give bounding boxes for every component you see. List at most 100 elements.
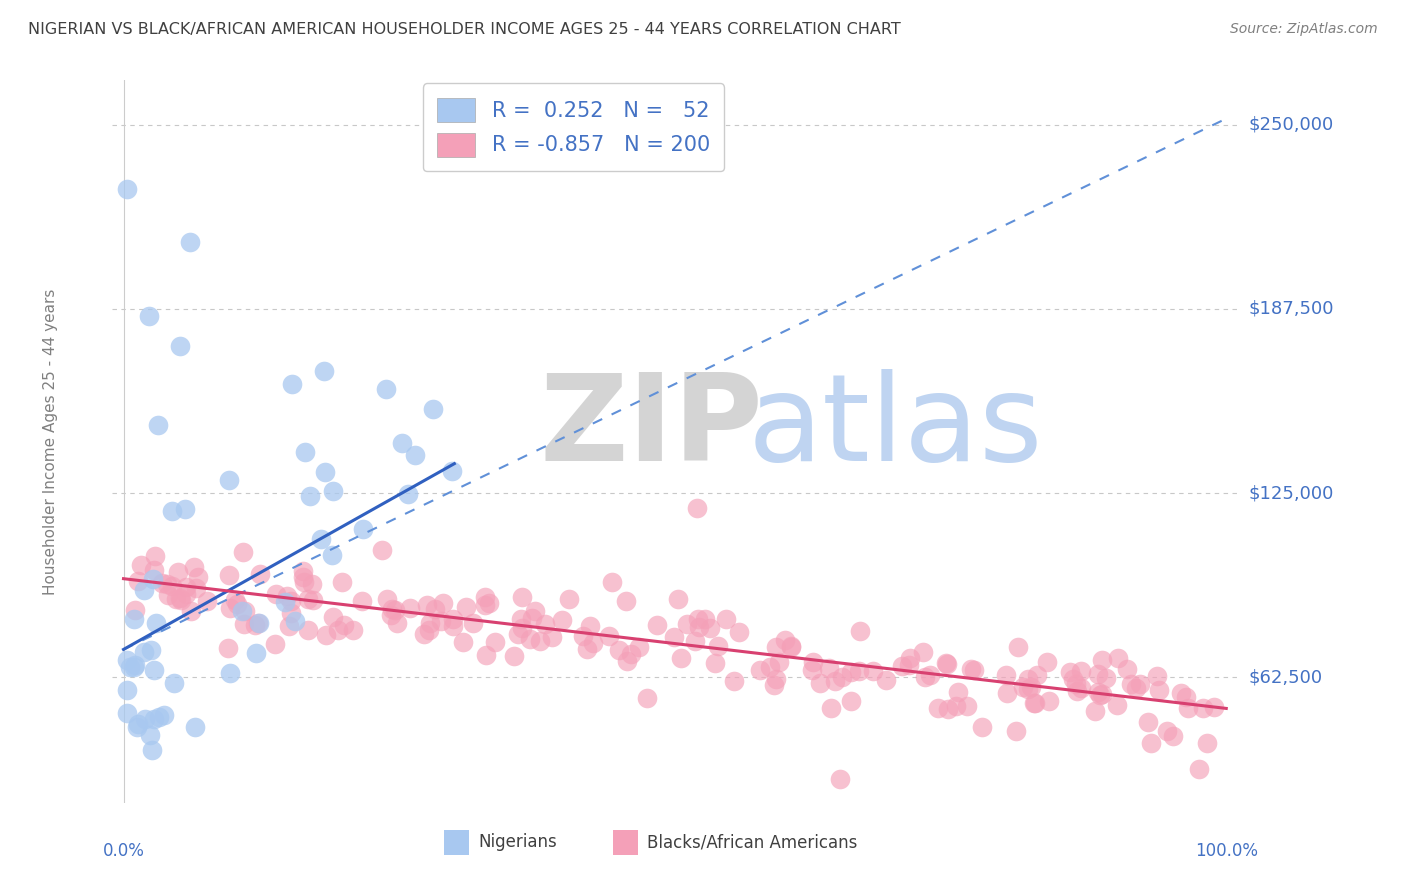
Point [143,549,166,563]
Point [384,603,406,617]
Bar [613,830,638,855]
Point [292,575,315,590]
Point [1188,762,1211,776]
Point [1012,680,1035,694]
Point [1090,687,1112,701]
Point [187,570,209,584]
Point [162,504,184,518]
Point [1066,684,1088,698]
Point [165,592,187,607]
Point [762,678,785,692]
Point [153,707,176,722]
Point [422,402,444,417]
Point [503,648,526,663]
Point [759,660,782,674]
Point [662,630,685,644]
Point [1036,655,1059,669]
Text: 0.0%: 0.0% [103,842,145,860]
Point [183,559,205,574]
Point [170,592,193,607]
Point [1175,690,1198,704]
Point [839,665,862,679]
Point [1095,671,1118,685]
Point [765,673,787,687]
Point [156,587,179,601]
Point [138,309,160,323]
Point [748,663,770,677]
Point [1005,724,1028,739]
Point [683,633,706,648]
Point [249,615,271,630]
Point [524,604,547,618]
Point [245,646,267,660]
Point [124,603,146,617]
Point [139,728,162,742]
Text: Source: ZipAtlas.com: Source: ZipAtlas.com [1230,22,1378,37]
Text: Blacks/African Americans: Blacks/African Americans [647,833,858,851]
Point [1129,677,1152,691]
Point [510,621,533,635]
Point [309,533,332,547]
Point [145,616,167,631]
Point [533,616,555,631]
Point [898,651,921,665]
Point [321,548,343,562]
Point [416,599,439,613]
Point [441,612,464,626]
Point [249,566,271,581]
Point [1084,704,1107,718]
Point [693,612,716,626]
Point [246,615,269,630]
Point [184,582,207,596]
Point [484,635,506,649]
Point [143,663,166,677]
Point [217,640,239,655]
Point [396,487,419,501]
Point [478,596,501,610]
Point [636,690,658,705]
Point [1007,640,1029,655]
Point [440,464,463,478]
Point [510,590,533,604]
Point [582,636,605,650]
Point [1192,701,1215,715]
Point [598,629,620,643]
Point [918,668,941,682]
Point [284,615,307,629]
Point [728,625,751,640]
Point [456,599,478,614]
Point [174,581,197,595]
Point [218,601,240,615]
Point [914,669,936,683]
Point [399,600,422,615]
Point [820,700,842,714]
Point [1204,700,1226,714]
Point [956,698,979,713]
Point [529,634,551,648]
Point [675,617,697,632]
Point [132,582,155,597]
Point [509,612,531,626]
Point [264,637,287,651]
Point [912,645,935,659]
Point [714,612,737,626]
Text: Nigerians: Nigerians [478,833,557,851]
Point [297,623,319,637]
Point [277,619,299,633]
Point [558,592,581,607]
Point [475,648,498,662]
Point [128,717,150,731]
Point [1146,669,1168,683]
Point [274,595,297,609]
Point [322,609,344,624]
Point [124,658,146,673]
Point [780,640,803,654]
Point [141,742,163,756]
Text: $187,500: $187,500 [1249,300,1334,318]
Point [765,640,787,654]
Point [115,706,138,721]
Point [616,654,638,668]
Point [600,574,623,589]
Point [281,377,304,392]
Point [127,574,149,588]
